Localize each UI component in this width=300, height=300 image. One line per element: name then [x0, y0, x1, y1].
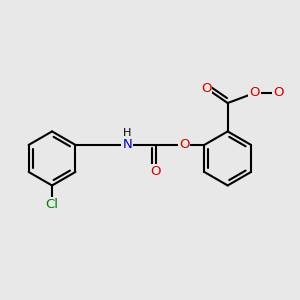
- Text: N: N: [122, 138, 132, 152]
- Text: O: O: [201, 82, 211, 95]
- Text: O: O: [250, 86, 260, 99]
- Text: Cl: Cl: [46, 198, 59, 211]
- Text: O: O: [179, 138, 189, 152]
- Text: O: O: [273, 86, 284, 99]
- Text: O: O: [150, 166, 161, 178]
- Text: H: H: [123, 128, 131, 138]
